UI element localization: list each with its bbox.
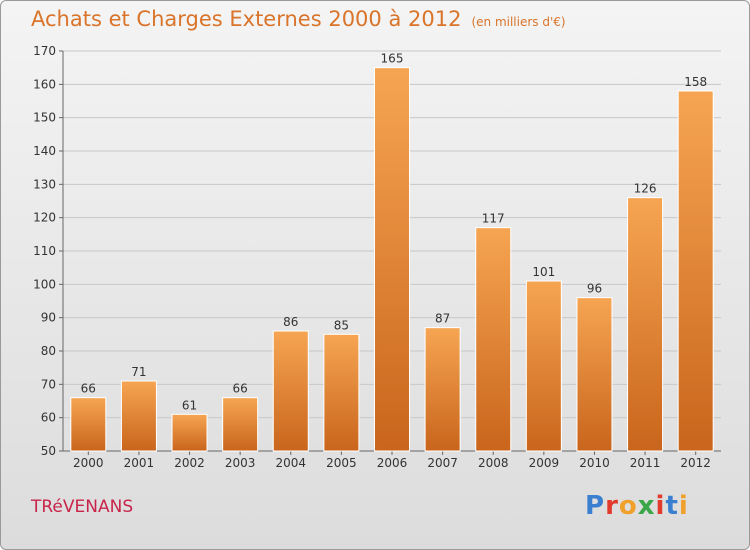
y-tick-label: 80 xyxy=(41,344,56,358)
bar-2002 xyxy=(171,413,208,452)
x-tick-label: 2008 xyxy=(478,456,509,470)
x-tick-label: 2001 xyxy=(124,456,155,470)
labels: 50 60 70 80 90 100 110 120 130 140 150 160 170 2000 66… xyxy=(33,44,711,470)
bar-2012 xyxy=(677,90,714,452)
x-tick-label: 2011 xyxy=(630,456,661,470)
bar-2004 xyxy=(272,330,309,452)
commune-name: TRéVENANS xyxy=(31,497,134,517)
logo-letter: t xyxy=(665,491,679,521)
logo-letter: i xyxy=(678,491,689,521)
data-label-2006: 165 xyxy=(381,52,404,66)
logo-letter: x xyxy=(637,491,656,521)
bar-2011 xyxy=(627,197,664,452)
y-tick-label: 160 xyxy=(33,77,56,91)
logo-letter: o xyxy=(618,491,638,521)
bar-2006 xyxy=(374,67,410,452)
data-label-2008: 117 xyxy=(482,212,505,226)
data-label-2000: 66 xyxy=(81,382,96,396)
bar-2001 xyxy=(120,380,157,452)
x-tick-label: 2004 xyxy=(275,456,306,470)
y-tick-label: 150 xyxy=(33,111,56,125)
x-tick-label: 2003 xyxy=(225,456,256,470)
logo-letter: P xyxy=(585,491,606,521)
bar-2008 xyxy=(475,227,512,452)
x-tick-label: 2012 xyxy=(680,456,711,470)
x-tick-label: 2009 xyxy=(529,456,560,470)
x-tick-label: 2010 xyxy=(579,456,610,470)
data-label-2005: 85 xyxy=(334,318,349,332)
y-tick-label: 60 xyxy=(41,411,56,425)
y-tick-label: 50 xyxy=(41,444,56,458)
y-tick-label: 100 xyxy=(33,277,56,291)
y-tick-label: 140 xyxy=(33,144,56,158)
bar-2005 xyxy=(323,333,360,452)
y-tick-label: 120 xyxy=(33,211,56,225)
y-tick-label: 130 xyxy=(33,177,56,191)
x-tick-label: 2005 xyxy=(326,456,357,470)
x-tick-label: 2000 xyxy=(73,456,104,470)
logo-letter: r xyxy=(605,491,619,521)
data-label-2001: 71 xyxy=(131,365,146,379)
data-label-2003: 66 xyxy=(233,382,248,396)
y-tick-label: 170 xyxy=(33,44,56,58)
logo-letter: i xyxy=(655,491,666,521)
data-label-2004: 86 xyxy=(283,315,298,329)
data-label-2009: 101 xyxy=(532,265,555,279)
x-tick-label: 2007 xyxy=(427,456,458,470)
y-tick-label: 90 xyxy=(41,311,56,325)
data-label-2010: 96 xyxy=(587,282,602,296)
data-label-2002: 61 xyxy=(182,398,197,412)
bar-2000 xyxy=(70,397,107,452)
title-text: Achats et Charges Externes 2000 à 2012 xyxy=(31,7,462,31)
bar-2010 xyxy=(576,297,613,452)
bar-2009 xyxy=(525,280,562,452)
data-label-2012: 158 xyxy=(684,75,707,89)
bar-2007 xyxy=(424,327,461,452)
data-label-2007: 87 xyxy=(435,312,450,326)
data-label-2011: 126 xyxy=(634,182,657,196)
x-tick-label: 2002 xyxy=(174,456,205,470)
bar-2003 xyxy=(222,397,259,452)
chart-subtitle: (en milliers d'€) xyxy=(471,15,566,29)
x-tick-label: 2006 xyxy=(377,456,408,470)
proxiti-logo: Proxiti xyxy=(585,491,689,521)
bars xyxy=(70,67,714,452)
y-tick-label: 70 xyxy=(41,377,56,391)
y-tick-label: 110 xyxy=(33,244,56,258)
chart-title: Achats et Charges Externes 2000 à 2012 (e… xyxy=(31,7,566,31)
